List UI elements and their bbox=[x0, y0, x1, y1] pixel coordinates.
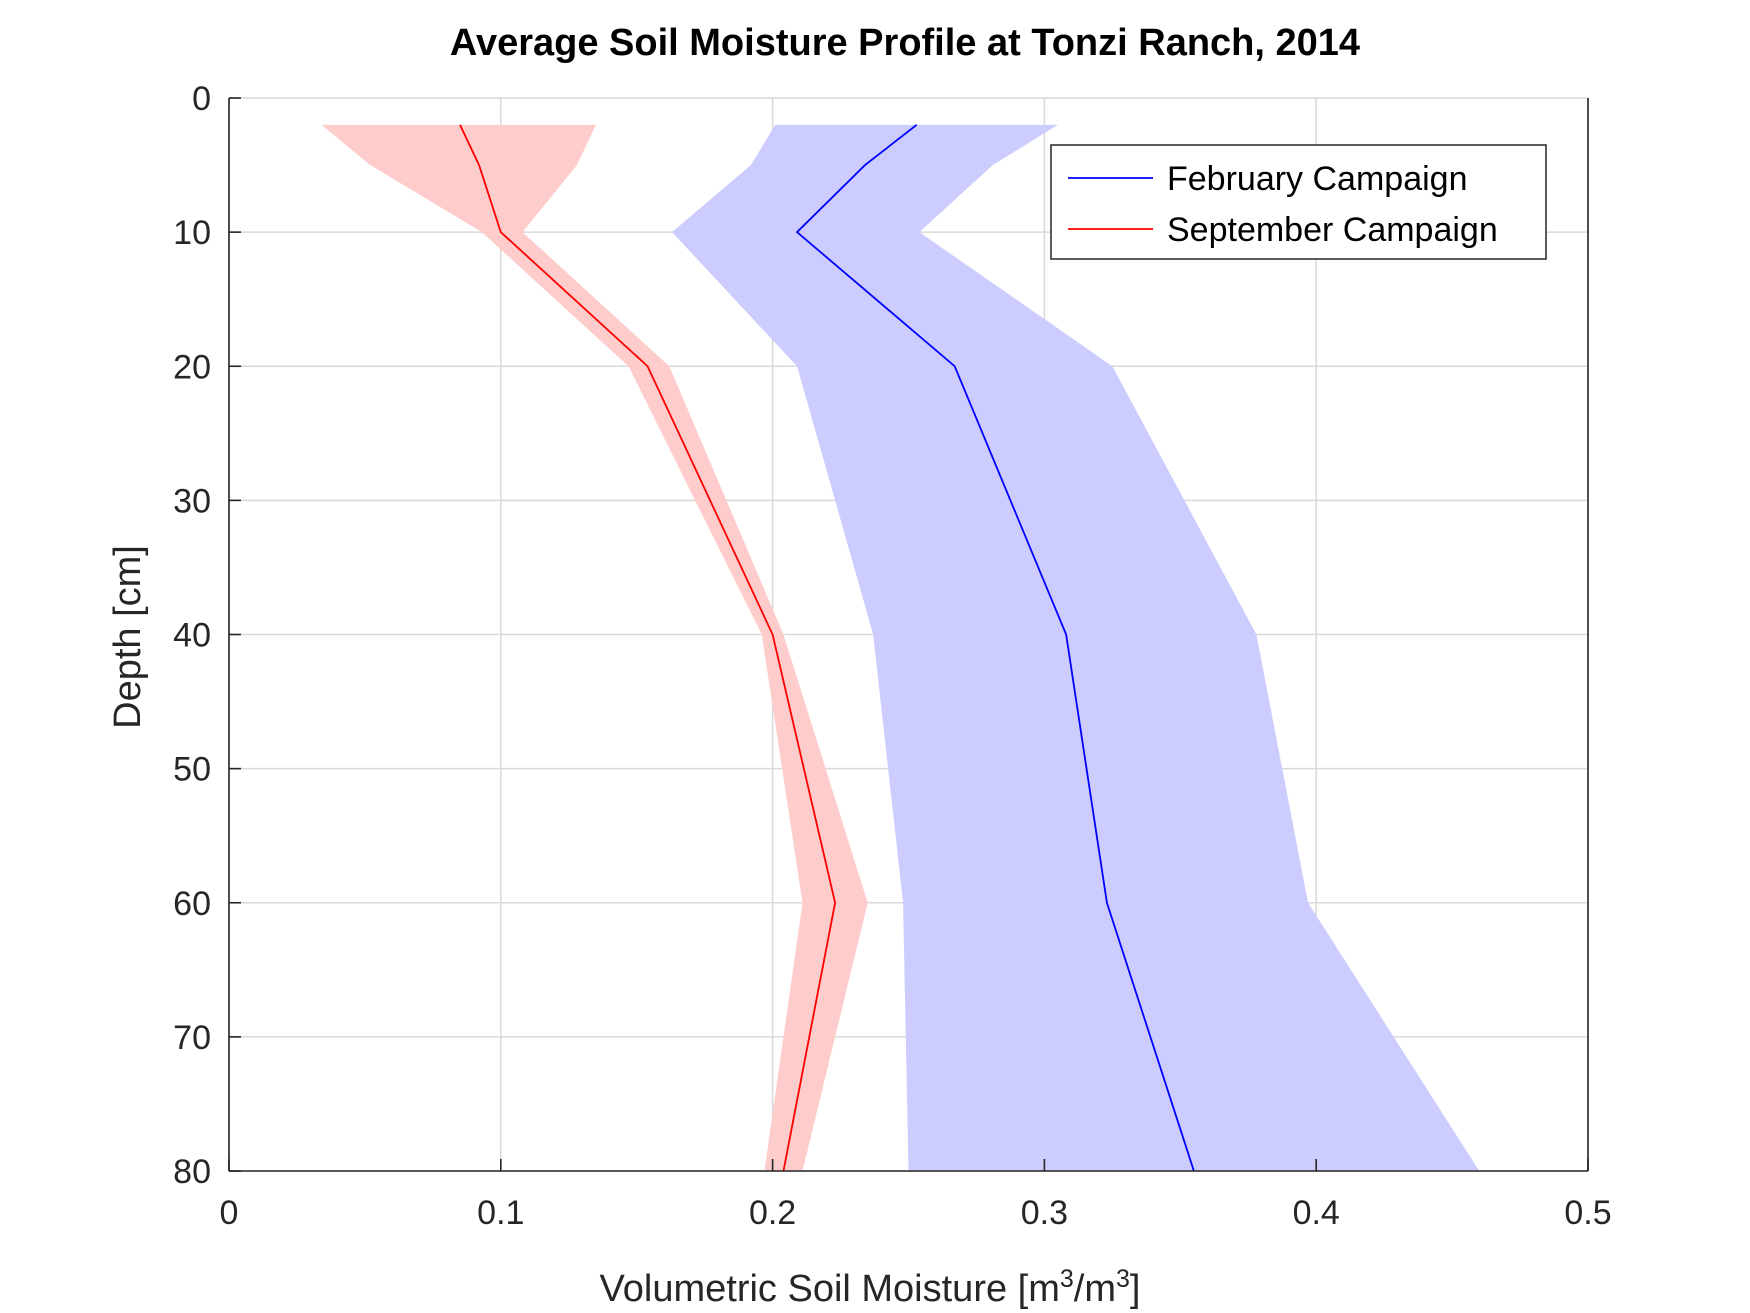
y-tick-label-6: 60 bbox=[173, 885, 211, 923]
y-tick-label-8: 80 bbox=[173, 1153, 211, 1191]
series-line-september bbox=[459, 124, 837, 1172]
y-tick-label-0: 0 bbox=[192, 80, 211, 118]
legend-label-september: September Campaign bbox=[1167, 211, 1498, 249]
x-axis-label: Volumetric Soil Moisture [m3/m3] bbox=[600, 1265, 1141, 1310]
x-tick-label-5: 0.5 bbox=[1564, 1194, 1611, 1232]
x-tick-label-0: 0 bbox=[220, 1194, 239, 1232]
x-axis-label-main: Volumetric Soil Moisture [m bbox=[600, 1268, 1060, 1310]
y-axis-label: Depth [cm] bbox=[107, 545, 149, 729]
y-tick-label-2: 20 bbox=[173, 348, 211, 386]
x-tick-label-2: 0.2 bbox=[749, 1194, 796, 1232]
band-september bbox=[321, 124, 868, 1172]
tick-labels: 0 0.1 0.2 0.3 0.4 0.5 0 10 20 30 40 50 60 70 80 bbox=[173, 80, 1611, 1232]
legend-label-february: February Campaign bbox=[1167, 160, 1467, 198]
axes bbox=[228, 97, 1589, 1172]
x-axis-label-end: ] bbox=[1130, 1268, 1141, 1310]
band-february bbox=[672, 124, 1480, 1172]
series-line-february bbox=[795, 124, 1195, 1172]
y-tick-label-4: 40 bbox=[173, 617, 211, 655]
y-tick-label-5: 50 bbox=[173, 751, 211, 789]
legend-box bbox=[1050, 144, 1547, 260]
chart-title: Average Soil Moisture Profile at Tonzi R… bbox=[450, 22, 1360, 64]
x-axis-label-mid: /m bbox=[1074, 1268, 1116, 1310]
y-tick-label-7: 70 bbox=[173, 1019, 211, 1057]
series-lines bbox=[459, 124, 1195, 1172]
x-axis-label-sup1: 3 bbox=[1060, 1265, 1074, 1293]
x-tick-label-1: 0.1 bbox=[477, 1194, 524, 1232]
uncertainty-bands bbox=[321, 124, 1480, 1172]
x-tick-label-3: 0.3 bbox=[1021, 1194, 1068, 1232]
x-tick-label-4: 0.4 bbox=[1293, 1194, 1340, 1232]
y-tick-label-3: 30 bbox=[173, 482, 211, 520]
x-axis-label-sup2: 3 bbox=[1116, 1265, 1130, 1293]
legend: February Campaign September Campaign bbox=[1050, 144, 1547, 260]
y-tick-label-1: 10 bbox=[173, 214, 211, 252]
